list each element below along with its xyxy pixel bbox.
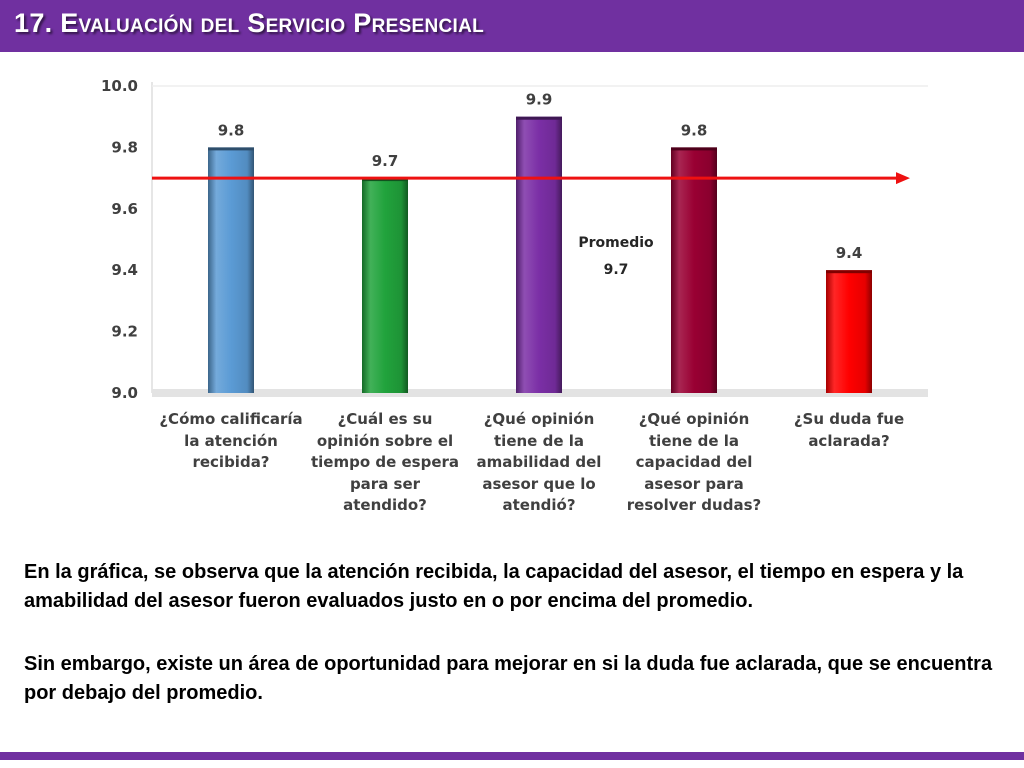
x-category-label: ¿Cómo calificaría la atención recibida? — [159, 410, 303, 471]
y-tick-label: 9.6 — [111, 200, 138, 218]
average-arrow — [896, 172, 910, 185]
summary-paragraph-1: En la gráfica, se observa que la atenció… — [24, 561, 964, 612]
bar-cap — [516, 116, 562, 120]
bar — [362, 178, 408, 393]
y-tick-label: 9.8 — [111, 138, 138, 156]
bar — [826, 270, 872, 393]
data-label: 9.4 — [836, 244, 863, 262]
x-category-label: ¿Qué opinión tiene de la amabilidad del … — [476, 410, 602, 514]
data-label: 9.9 — [526, 91, 553, 109]
data-label: 9.8 — [681, 121, 708, 139]
y-tick-label: 10.0 — [101, 77, 138, 95]
bar-cap — [208, 147, 254, 151]
bar-cap — [671, 147, 717, 151]
summary-paragraph-2: Sin embargo, existe un área de oportunid… — [24, 653, 993, 704]
y-tick-label: 9.2 — [111, 323, 138, 341]
bar — [671, 147, 717, 393]
average-label-title: Promedio — [578, 235, 654, 251]
x-category-label: ¿Cuál es su opinión sobre el tiempo de e… — [310, 410, 460, 514]
y-tick-label: 9.0 — [111, 384, 138, 402]
x-category-label: ¿Su duda fue aclarada? — [793, 410, 905, 450]
header-bar: 17. Evaluación del Servicio Presencial — [0, 0, 1024, 52]
data-label: 9.7 — [372, 152, 399, 170]
footer-bar — [0, 752, 1024, 760]
bar — [516, 116, 562, 393]
bar-chart: 9.0 9.2 9.4 9.6 9.8 10.0 9.8 9.7 9.9 9.8 9.4 Promed… — [101, 77, 928, 402]
bar — [208, 147, 254, 393]
x-category-label: ¿Qué opinión tiene de la capacidad del a… — [626, 410, 762, 514]
page-title: 17. Evaluación del Servicio Presencial — [14, 8, 485, 38]
bar-cap — [362, 178, 408, 182]
bar-cap — [826, 270, 872, 274]
average-label-value: 9.7 — [604, 262, 629, 278]
data-label: 9.8 — [218, 121, 245, 139]
y-tick-label: 9.4 — [111, 261, 138, 279]
